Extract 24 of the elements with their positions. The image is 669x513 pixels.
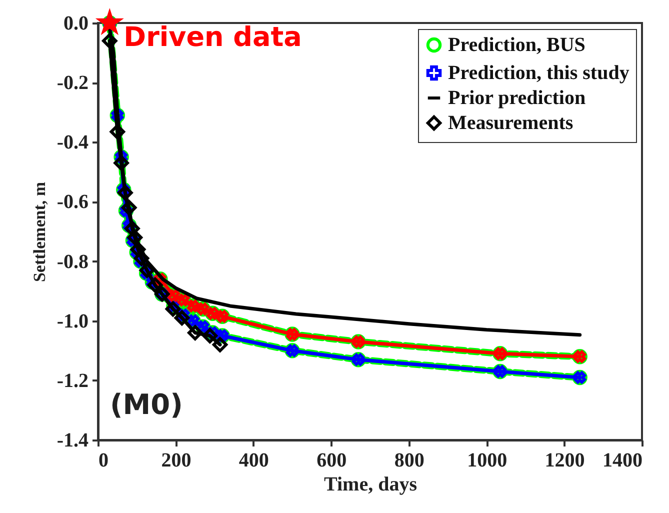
x-tick-label: 1400 (602, 450, 642, 472)
x-tick-label: 1200 (544, 450, 585, 472)
x-axis-title: Time, days (324, 474, 418, 496)
y-axis-title: Settlement, m (30, 182, 49, 282)
annotation: (M0) (110, 388, 183, 421)
y-tick-label: -0.2 (56, 72, 88, 94)
y-tick-label: -0.4 (56, 132, 88, 154)
y-tick-label: -1.0 (56, 310, 88, 332)
x-tick-label: 400 (238, 450, 269, 472)
legend-label: Prior prediction (448, 87, 586, 109)
y-tick-label: 0.0 (64, 12, 88, 34)
y-tick-label: -1.2 (56, 370, 88, 392)
y-tick-label: -0.6 (56, 191, 88, 214)
x-tick-label: 200 (161, 450, 192, 472)
x-tick-label: 800 (394, 450, 424, 472)
annotation: Driven data (124, 22, 302, 53)
y-tick-label: -0.8 (56, 250, 88, 273)
legend-label: Prediction, BUS (448, 34, 586, 56)
x-tick-label: 600 (316, 450, 347, 472)
y-tick-label: -1.4 (56, 430, 88, 452)
legend-label: Measurements (448, 112, 574, 134)
legend-label: Prediction, this study (448, 62, 630, 84)
x-tick-label: 0 (98, 450, 108, 472)
x-tick-label: 1000 (467, 450, 508, 472)
